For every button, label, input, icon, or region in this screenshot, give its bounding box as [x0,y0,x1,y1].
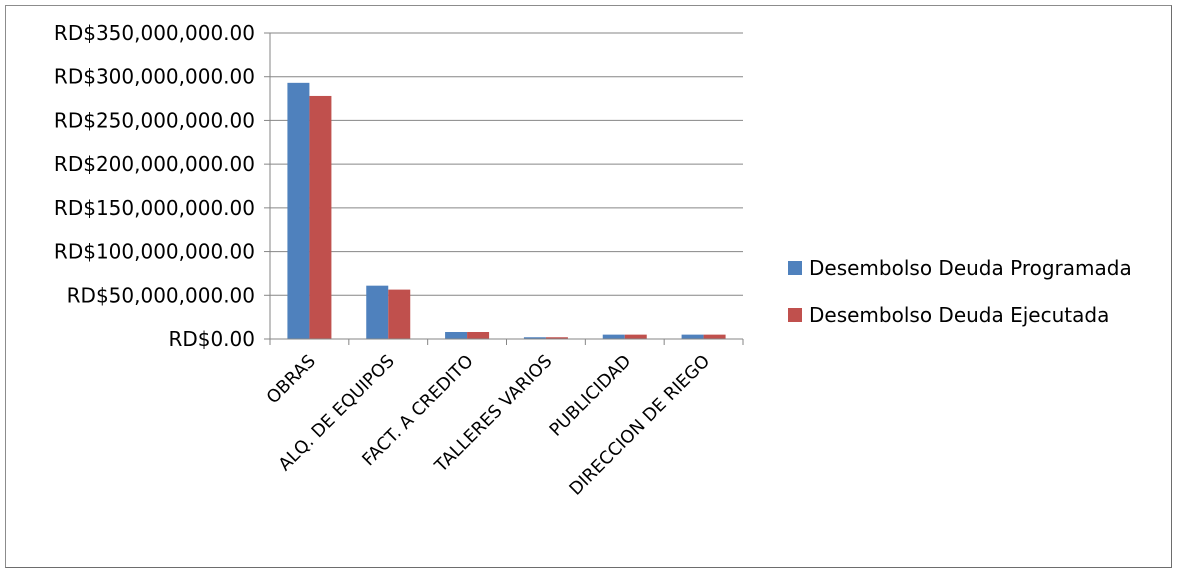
legend-swatch [788,261,802,275]
legend: Desembolso Deuda Programada Desembolso De… [788,256,1132,327]
legend-label: Desembolso Deuda Ejecutada [809,303,1109,327]
bar-programada [602,334,625,339]
bar-ejecutada [703,334,726,339]
y-tick-label: RD$50,000,000.00 [67,283,255,307]
y-tick-label: RD$100,000,000.00 [54,240,255,264]
y-tick-label: RD$0.00 [168,327,255,351]
bar-programada [445,332,468,339]
chart-frame [5,5,1172,568]
bar-ejecutada [545,337,568,339]
y-tick-label: RD$200,000,000.00 [54,152,255,176]
bar-ejecutada [388,289,411,339]
y-tick-labels: RD$0.00 RD$50,000,000.00 RD$100,000,000.00… [54,21,255,351]
x-tick-label: PUBLICIDAD [546,351,635,440]
y-tick-label: RD$250,000,000.00 [54,108,255,132]
y-tick-label: RD$150,000,000.00 [54,196,255,220]
axes [264,32,744,345]
x-tick-label: DIRECCION DE RIEGO [566,351,714,499]
y-tick-label: RD$300,000,000.00 [54,65,255,89]
bar-ejecutada [624,334,647,339]
bar-programada [681,334,704,339]
bar-programada [366,285,389,339]
bar-programada [287,82,310,339]
bar-ejecutada [467,332,490,339]
bars [287,82,726,339]
legend-swatch [788,308,802,322]
y-tick-label: RD$350,000,000.00 [54,21,255,45]
x-tick-label: OBRAS [263,351,320,408]
bar-ejecutada [309,95,332,339]
gridlines [270,32,743,296]
bar-programada [523,337,546,339]
legend-label: Desembolso Deuda Programada [809,256,1132,280]
